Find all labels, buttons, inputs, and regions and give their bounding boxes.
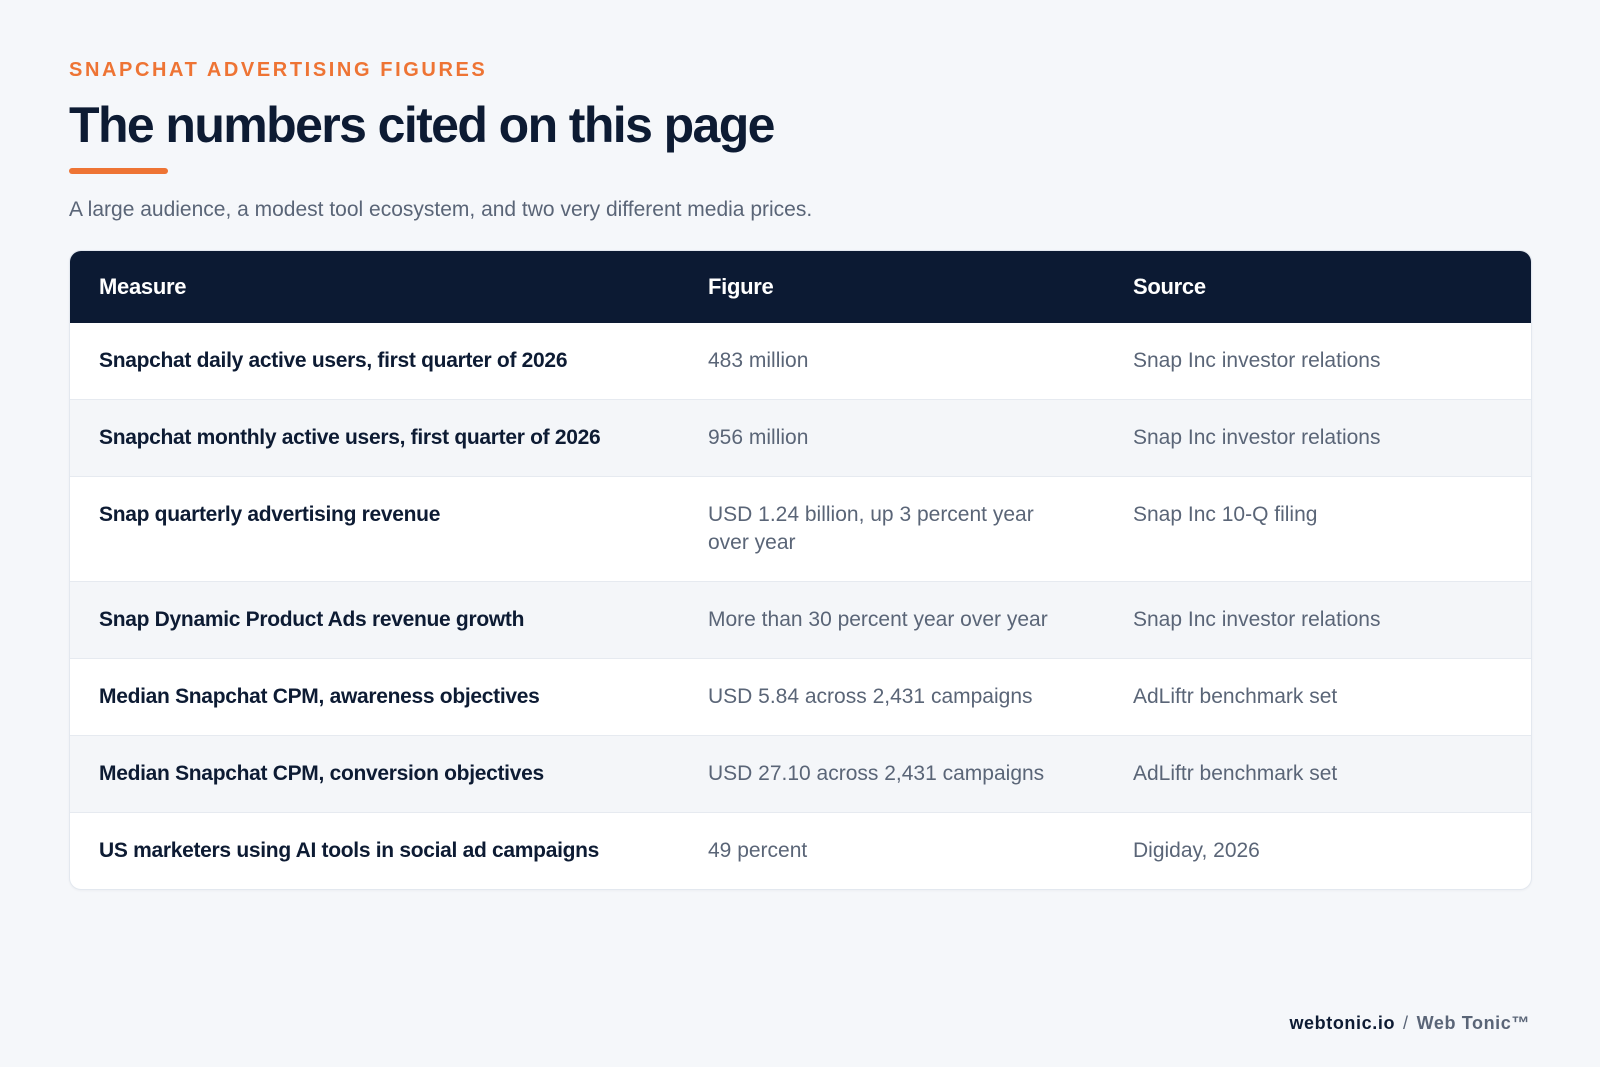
figure-cell: More than 30 percent year over year bbox=[708, 608, 1048, 631]
column-header-source: Source bbox=[1133, 274, 1206, 299]
figures-table: Measure Figure Source Snapchat daily act… bbox=[70, 251, 1531, 889]
table-row: Snapchat monthly active users, first qua… bbox=[70, 399, 1531, 477]
source-cell: Snap Inc 10-Q filing bbox=[1133, 503, 1318, 526]
table-row: Median Snapchat CPM, conversion objectiv… bbox=[70, 735, 1531, 813]
measure-cell: Median Snapchat CPM, conversion objectiv… bbox=[99, 762, 544, 785]
figure-cell: USD 5.84 across 2,431 campaigns bbox=[708, 685, 1033, 708]
measure-cell: Snapchat monthly active users, first qua… bbox=[99, 426, 601, 449]
figure-cell: 49 percent bbox=[708, 839, 808, 862]
table-row: Snapchat daily active users, first quart… bbox=[70, 323, 1531, 400]
source-cell: Snap Inc investor relations bbox=[1133, 426, 1381, 449]
column-header-figure: Figure bbox=[708, 274, 774, 299]
footer-site: webtonic.io bbox=[1289, 1013, 1396, 1033]
page-subtitle: A large audience, a modest tool ecosyste… bbox=[69, 198, 813, 221]
column-header-measure: Measure bbox=[99, 274, 187, 299]
footer-credit: webtonic.io / Web Tonic™ bbox=[1289, 1013, 1530, 1034]
source-cell: Snap Inc investor relations bbox=[1133, 349, 1381, 372]
source-cell: Snap Inc investor relations bbox=[1133, 608, 1381, 631]
table-body: Snapchat daily active users, first quart… bbox=[70, 323, 1531, 889]
footer-brand: Web Tonic™ bbox=[1416, 1013, 1530, 1033]
source-cell: AdLiftr benchmark set bbox=[1133, 762, 1338, 785]
accent-rule bbox=[69, 168, 168, 174]
eyebrow-label: SNAPCHAT ADVERTISING FIGURES bbox=[69, 59, 488, 81]
table-row: Snap Dynamic Product Ads revenue growth … bbox=[70, 581, 1531, 659]
figure-cell: USD 1.24 billion, up 3 percent year over… bbox=[708, 503, 1034, 554]
page-title: The numbers cited on this page bbox=[69, 97, 775, 153]
measure-cell: Snap quarterly advertising revenue bbox=[99, 503, 441, 526]
measure-cell: Snapchat daily active users, first quart… bbox=[99, 349, 568, 372]
table-row: Median Snapchat CPM, awareness objective… bbox=[70, 658, 1531, 736]
footer-separator: / bbox=[1403, 1013, 1409, 1033]
table-header: Measure Figure Source bbox=[70, 251, 1531, 323]
figure-cell: 956 million bbox=[708, 426, 809, 449]
figures-table-card: Measure Figure Source Snapchat daily act… bbox=[69, 250, 1532, 890]
source-cell: AdLiftr benchmark set bbox=[1133, 685, 1338, 708]
table-row: US marketers using AI tools in social ad… bbox=[70, 812, 1531, 890]
page-content: SNAPCHAT ADVERTISING FIGURES The numbers… bbox=[69, 58, 1532, 890]
measure-cell: Snap Dynamic Product Ads revenue growth bbox=[99, 608, 525, 631]
figure-cell: USD 27.10 across 2,431 campaigns bbox=[708, 762, 1045, 785]
measure-cell: US marketers using AI tools in social ad… bbox=[99, 839, 600, 862]
figure-cell: 483 million bbox=[708, 349, 809, 372]
table-header-row: Measure Figure Source bbox=[70, 251, 1531, 323]
source-cell: Digiday, 2026 bbox=[1133, 839, 1260, 862]
table-row: Snap quarterly advertising revenue USD 1… bbox=[70, 476, 1531, 582]
measure-cell: Median Snapchat CPM, awareness objective… bbox=[99, 685, 540, 708]
